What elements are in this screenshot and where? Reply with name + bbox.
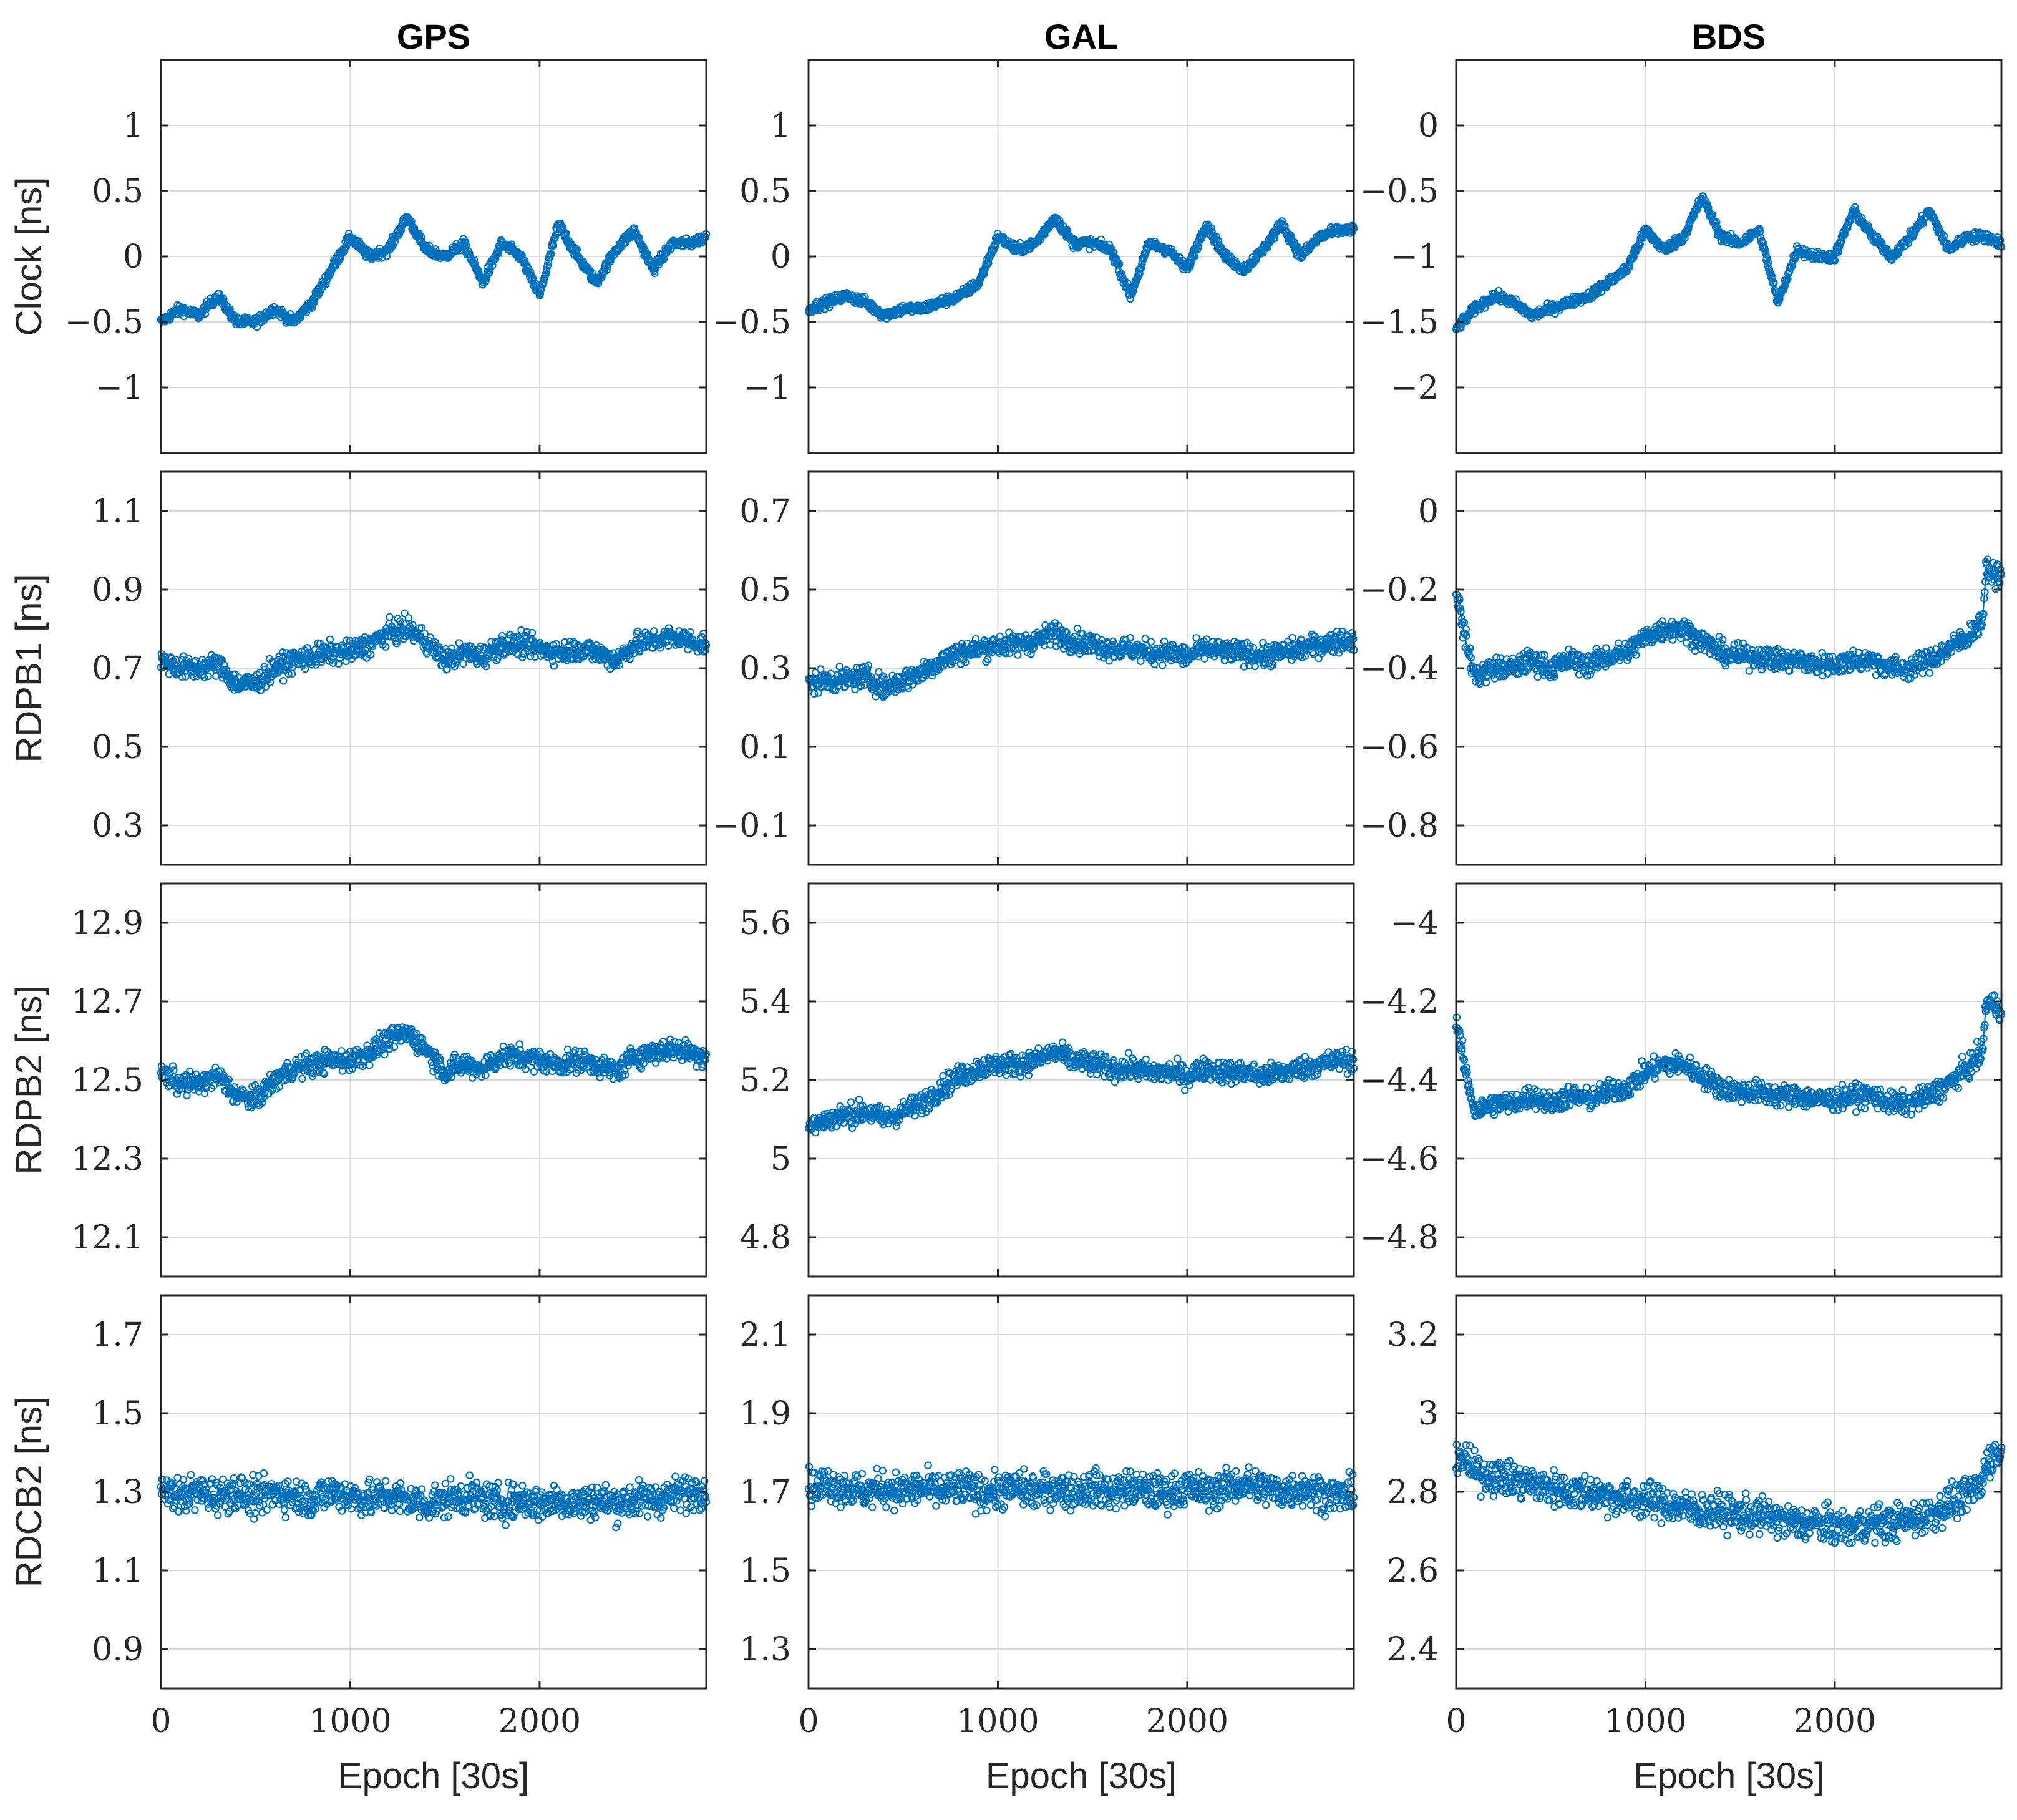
y-tick-label: −1 bbox=[1391, 238, 1439, 276]
y-tick-label: 1.1 bbox=[92, 493, 143, 530]
data-point bbox=[1147, 638, 1155, 646]
data-point bbox=[650, 269, 659, 278]
y-tick-label: −0.5 bbox=[1360, 173, 1439, 210]
data-point bbox=[386, 613, 394, 621]
y-tick-label: −0.5 bbox=[65, 304, 143, 341]
data-point bbox=[536, 290, 545, 298]
data-point bbox=[461, 238, 470, 246]
y-tick-label: −0.5 bbox=[712, 304, 791, 341]
data-point bbox=[543, 261, 552, 270]
data-point bbox=[518, 255, 527, 264]
y-axis-label-gps-0: Clock [ns] bbox=[9, 177, 49, 336]
data-point bbox=[1137, 657, 1145, 665]
y-tick-label: 0 bbox=[1418, 107, 1439, 145]
y-tick-label: 0.9 bbox=[92, 572, 143, 609]
y-tick-label: 0.5 bbox=[739, 572, 791, 609]
y-tick-label: 0.5 bbox=[92, 173, 143, 210]
y-tick-label: 0.5 bbox=[739, 173, 791, 210]
y-tick-label: 0.7 bbox=[92, 650, 143, 688]
y-tick-label: 0.7 bbox=[739, 493, 791, 530]
data-point bbox=[404, 614, 413, 622]
column-title-bds: BDS bbox=[1692, 17, 1766, 56]
y-tick-label: 0.3 bbox=[92, 807, 143, 845]
data-point bbox=[817, 665, 825, 673]
y-axis-label-gps-1: RDPB1 [ns] bbox=[9, 574, 49, 763]
data-point bbox=[1288, 633, 1296, 642]
data-point bbox=[634, 627, 642, 636]
column-title-gal: GAL bbox=[1044, 17, 1118, 56]
y-tick-label: −2 bbox=[1391, 369, 1439, 407]
data-point bbox=[1159, 661, 1167, 669]
y-tick-label: 1 bbox=[770, 107, 791, 145]
data-point bbox=[1259, 638, 1267, 647]
y-tick-label: −1 bbox=[95, 369, 143, 407]
y-tick-label: 0.1 bbox=[739, 729, 791, 766]
y-tick-label: −1 bbox=[743, 369, 791, 407]
data-point bbox=[317, 284, 326, 293]
data-point bbox=[1200, 655, 1208, 663]
data-point bbox=[279, 677, 288, 685]
y-tick-label: −1.5 bbox=[1360, 304, 1439, 341]
y-tick-label: 0.5 bbox=[92, 729, 143, 766]
y-tick-label: 0.3 bbox=[739, 650, 791, 688]
y-tick-label: 0 bbox=[123, 238, 143, 276]
data-point bbox=[875, 668, 883, 676]
y-tick-label: 0 bbox=[770, 238, 791, 276]
data-point bbox=[201, 309, 210, 318]
column-title-gps: GPS bbox=[397, 17, 470, 56]
y-tick-label: 1 bbox=[123, 107, 143, 145]
data-point bbox=[649, 627, 658, 635]
data-point bbox=[1013, 651, 1022, 659]
y-tick-label: −0.1 bbox=[712, 807, 791, 845]
